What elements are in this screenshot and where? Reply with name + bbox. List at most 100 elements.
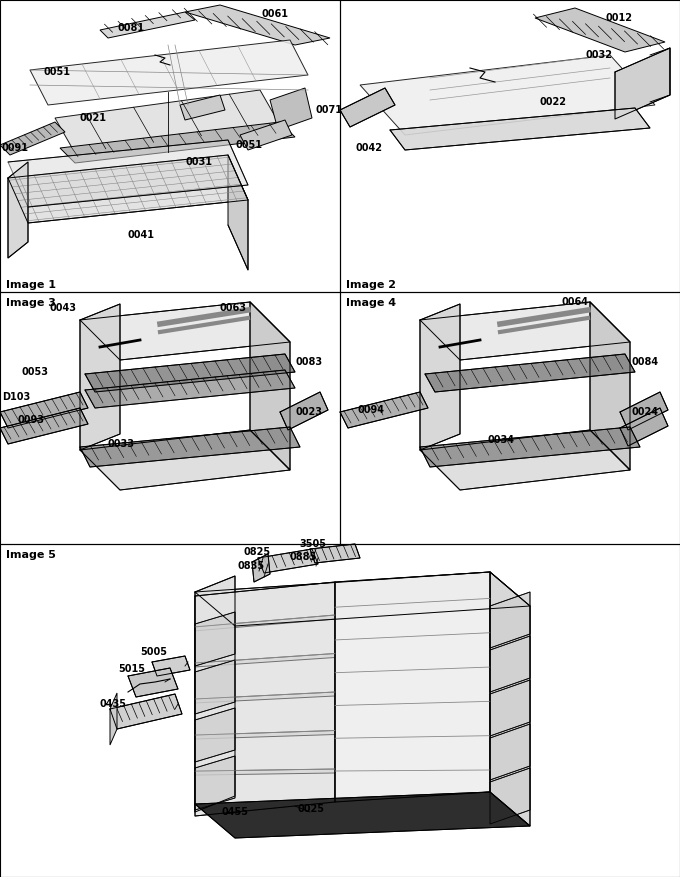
Polygon shape (8, 140, 248, 207)
Polygon shape (195, 572, 530, 626)
Text: 0091: 0091 (2, 143, 29, 153)
Text: 0455: 0455 (222, 807, 249, 817)
Polygon shape (620, 408, 668, 446)
Polygon shape (195, 660, 235, 714)
Polygon shape (240, 120, 292, 150)
Polygon shape (110, 694, 182, 729)
Polygon shape (270, 88, 312, 130)
Polygon shape (30, 40, 308, 105)
Text: 0043: 0043 (50, 303, 77, 313)
Polygon shape (490, 636, 530, 692)
Text: 0033: 0033 (108, 439, 135, 449)
Polygon shape (340, 392, 428, 428)
Text: 0022: 0022 (540, 97, 567, 107)
Polygon shape (80, 427, 300, 467)
Text: 0041: 0041 (128, 230, 155, 240)
Polygon shape (195, 731, 335, 739)
Polygon shape (60, 122, 295, 163)
Text: 0031: 0031 (186, 157, 213, 167)
Polygon shape (185, 5, 330, 45)
Polygon shape (490, 680, 530, 736)
Text: 0885: 0885 (290, 552, 318, 562)
Bar (0, 292, 340, 544)
Polygon shape (80, 302, 290, 360)
Text: Image 4: Image 4 (346, 298, 396, 308)
Text: 5015: 5015 (118, 664, 145, 674)
Text: 0083: 0083 (295, 357, 322, 367)
Text: Image 2: Image 2 (346, 280, 396, 290)
Text: 0051: 0051 (235, 140, 262, 150)
Polygon shape (250, 302, 290, 470)
Polygon shape (110, 693, 117, 745)
Polygon shape (195, 708, 235, 762)
Polygon shape (620, 392, 668, 430)
Polygon shape (195, 615, 335, 631)
Polygon shape (335, 572, 490, 802)
Polygon shape (252, 554, 270, 582)
Text: Image 1: Image 1 (6, 280, 56, 290)
Polygon shape (195, 582, 335, 816)
Polygon shape (258, 549, 318, 573)
Bar (0, 544, 680, 877)
Polygon shape (228, 155, 248, 270)
Polygon shape (535, 8, 665, 52)
Polygon shape (195, 792, 530, 838)
Polygon shape (195, 692, 335, 703)
Text: 0093: 0093 (18, 415, 45, 425)
Bar (340, 292, 680, 544)
Polygon shape (195, 612, 235, 666)
Polygon shape (490, 572, 530, 826)
Polygon shape (195, 769, 335, 775)
Polygon shape (420, 304, 460, 450)
Polygon shape (55, 90, 280, 153)
Text: 0061: 0061 (262, 9, 289, 19)
Text: 0825: 0825 (244, 547, 271, 557)
Text: 0051: 0051 (44, 67, 71, 77)
Polygon shape (128, 668, 178, 697)
Polygon shape (490, 768, 530, 824)
Bar (0, 0, 340, 292)
Text: D103: D103 (2, 392, 30, 402)
Polygon shape (425, 354, 635, 392)
Polygon shape (420, 427, 640, 467)
Polygon shape (152, 656, 190, 676)
Polygon shape (420, 430, 630, 490)
Polygon shape (0, 408, 88, 444)
Polygon shape (8, 155, 248, 223)
Text: 0034: 0034 (488, 435, 515, 445)
Polygon shape (180, 95, 225, 120)
Text: Image 3: Image 3 (6, 298, 56, 308)
Text: 3505: 3505 (299, 539, 326, 549)
Text: 0025: 0025 (298, 804, 325, 814)
Polygon shape (390, 108, 650, 150)
Text: 0024: 0024 (632, 407, 659, 417)
Text: 0064: 0064 (562, 297, 589, 307)
Text: 0053: 0053 (22, 367, 49, 377)
Text: 0063: 0063 (220, 303, 247, 313)
Polygon shape (195, 756, 235, 810)
Polygon shape (80, 430, 290, 490)
Polygon shape (195, 653, 335, 667)
Polygon shape (85, 354, 295, 392)
Polygon shape (340, 88, 395, 127)
Polygon shape (280, 392, 328, 430)
Text: 0021: 0021 (80, 113, 107, 123)
Text: 0023: 0023 (295, 407, 322, 417)
Polygon shape (310, 544, 360, 563)
Text: 0081: 0081 (118, 23, 145, 33)
Polygon shape (360, 55, 655, 135)
Polygon shape (420, 302, 630, 360)
Polygon shape (195, 576, 235, 812)
Text: 0071: 0071 (315, 105, 342, 115)
Text: 0042: 0042 (355, 143, 382, 153)
Polygon shape (100, 12, 195, 38)
Polygon shape (8, 162, 28, 258)
Text: 0084: 0084 (632, 357, 659, 367)
Polygon shape (0, 392, 88, 428)
Text: 0032: 0032 (585, 50, 612, 60)
Text: 0435: 0435 (100, 699, 127, 709)
Polygon shape (80, 304, 120, 450)
Polygon shape (85, 370, 295, 408)
Polygon shape (490, 724, 530, 780)
Polygon shape (615, 48, 670, 119)
